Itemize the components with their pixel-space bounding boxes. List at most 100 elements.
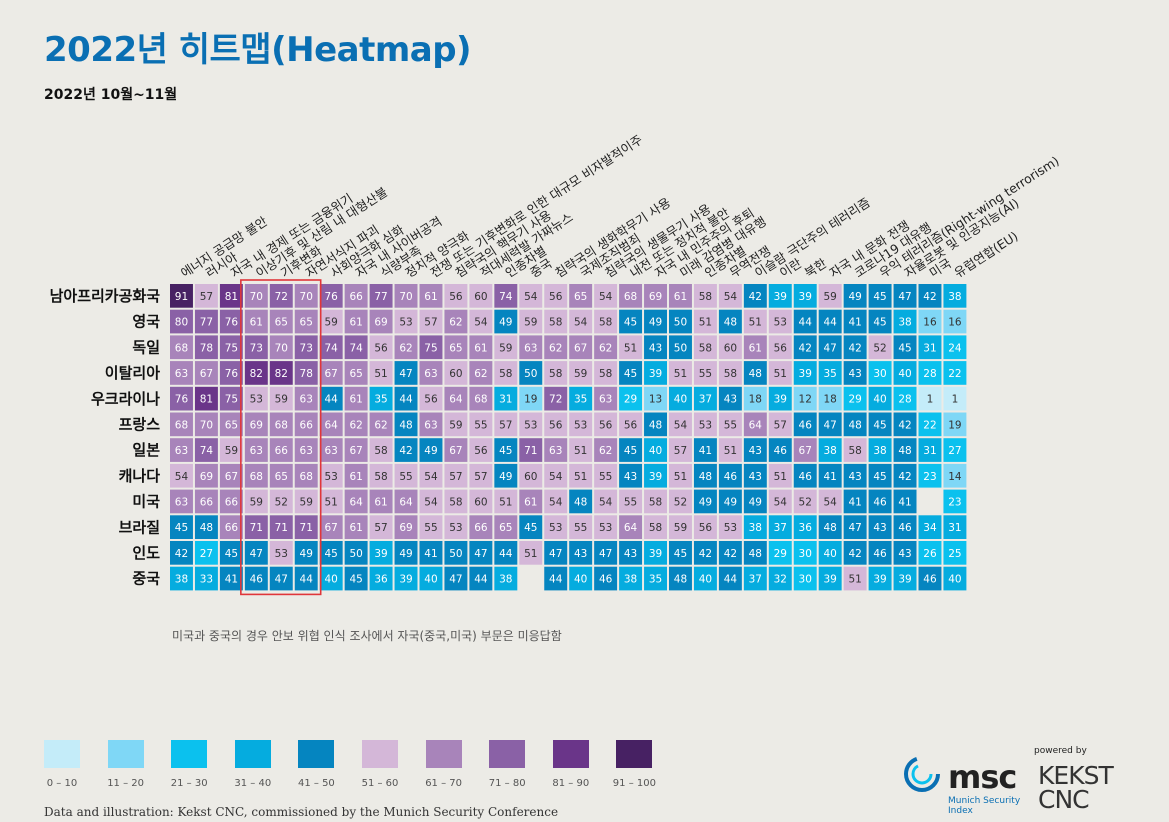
chart-note: 미국과 중국의 경우 안보 위협 인식 조사에서 자국(중국,미국) 부문은 미… (172, 629, 562, 643)
legend-item: 0 – 10 (44, 740, 80, 789)
heatmap-cell (170, 386, 193, 411)
cell-value-label: 51 (724, 445, 737, 457)
heatmap-cell (893, 515, 917, 539)
heatmap-cell (244, 489, 268, 514)
cell-value-label: 48 (649, 419, 662, 431)
cell-value-label: 49 (749, 496, 762, 508)
cell-value-label: 57 (449, 471, 462, 483)
heatmap-cell (194, 489, 218, 514)
cell-value-label: 43 (649, 342, 662, 354)
cell-value-label: 56 (599, 419, 613, 431)
column-label: 북한 (802, 255, 830, 280)
cell-value-label: 22 (923, 419, 936, 431)
heatmap-cell (294, 541, 318, 565)
cell-value-label: 51 (774, 471, 787, 483)
cell-value-label: 49 (300, 548, 313, 560)
heatmap-cell (693, 566, 717, 591)
cell-value-label: 55 (574, 522, 587, 534)
heatmap-cell (619, 438, 643, 462)
cell-value-label: 46 (898, 522, 912, 534)
row-label: 독일 (132, 338, 160, 356)
legend-swatch (425, 740, 462, 768)
heatmap-cell (644, 309, 667, 334)
heatmap-cell (344, 515, 368, 539)
heatmap-cell (943, 309, 967, 334)
heatmap-cell (669, 412, 692, 437)
legend-swatch (171, 740, 208, 768)
cell-value-label: 24 (948, 342, 962, 354)
cell-value-label: 23 (923, 471, 936, 483)
cell-value-label: 57 (474, 471, 487, 483)
heatmap-cell (544, 515, 568, 539)
cell-value-label: 42 (923, 291, 936, 303)
legend-swatch (489, 740, 526, 768)
heatmap-cell (544, 463, 568, 488)
heatmap-cell (793, 386, 817, 411)
cell-value-label: 74 (499, 291, 513, 303)
heatmap-cell (519, 412, 543, 437)
heatmap-cell (269, 515, 293, 539)
cell-value-label: 60 (474, 291, 487, 303)
cell-value-label: 57 (499, 419, 512, 431)
heatmap-cell (594, 541, 618, 565)
cell-value-label: 22 (948, 368, 961, 380)
heatmap-cell (943, 515, 967, 539)
heatmap-cell (344, 489, 368, 514)
heatmap-cell (344, 386, 368, 411)
heatmap-cell (244, 386, 268, 411)
cell-value-label: 47 (898, 291, 911, 303)
cell-value-label: 78 (300, 368, 313, 380)
heatmap-cell (394, 309, 418, 334)
heatmap-cell (519, 541, 543, 565)
heatmap-cell (369, 412, 393, 437)
cell-value-label: 46 (724, 471, 738, 483)
heatmap-cell (494, 412, 518, 437)
cell-value-label: 46 (774, 445, 788, 457)
heatmap-cell (170, 489, 193, 514)
legend-item: 11 – 20 (107, 740, 144, 789)
cell-value-label: 76 (225, 317, 239, 329)
cell-value-label: 49 (499, 471, 512, 483)
cell-value-label: 80 (175, 317, 188, 329)
heatmap-cell (918, 386, 942, 411)
cell-value-label: 38 (499, 574, 512, 586)
cell-value-label: 51 (324, 496, 337, 508)
cell-value-label: 39 (649, 368, 662, 380)
heatmap-cell (419, 566, 443, 591)
heatmap-cell (369, 284, 393, 308)
legend-label: 41 – 50 (297, 778, 335, 789)
cell-value-label: 51 (848, 574, 861, 586)
heatmap-cell (544, 284, 568, 308)
cell-value-label: 39 (374, 548, 387, 560)
cell-value-label: 28 (898, 394, 911, 406)
cell-value-label: 58 (549, 368, 562, 380)
heatmap-cell (768, 438, 792, 462)
heatmap-cell (444, 412, 468, 437)
cell-value-label: 76 (175, 394, 189, 406)
cell-value-label: 49 (649, 317, 662, 329)
cell-value-label: 50 (349, 548, 362, 560)
heatmap-cell (718, 412, 742, 437)
cell-value-label: 51 (574, 445, 587, 457)
heatmap-cell (868, 335, 892, 360)
cell-value-label: 60 (449, 368, 462, 380)
heatmap-cell (494, 361, 518, 385)
cell-value-label: 61 (749, 342, 762, 354)
heatmap-cell (818, 463, 842, 488)
heatmap-cell (644, 412, 667, 437)
heatmap-cell (594, 515, 618, 539)
heatmap-cell (644, 489, 667, 514)
heatmap-cell (519, 361, 543, 385)
cell-value-label: 54 (823, 496, 837, 508)
heatmap-cell (469, 412, 493, 437)
heatmap-cell (693, 438, 717, 462)
heatmap-cell (594, 309, 618, 334)
heatmap-cell (718, 566, 742, 591)
heatmap-cell (394, 463, 418, 488)
heatmap-cell (619, 541, 643, 565)
heatmap-cell (369, 309, 393, 334)
heatmap-cell (893, 284, 917, 308)
heatmap-cell (544, 438, 568, 462)
cell-value-label: 44 (474, 574, 488, 586)
cell-value-label: 41 (898, 496, 911, 508)
